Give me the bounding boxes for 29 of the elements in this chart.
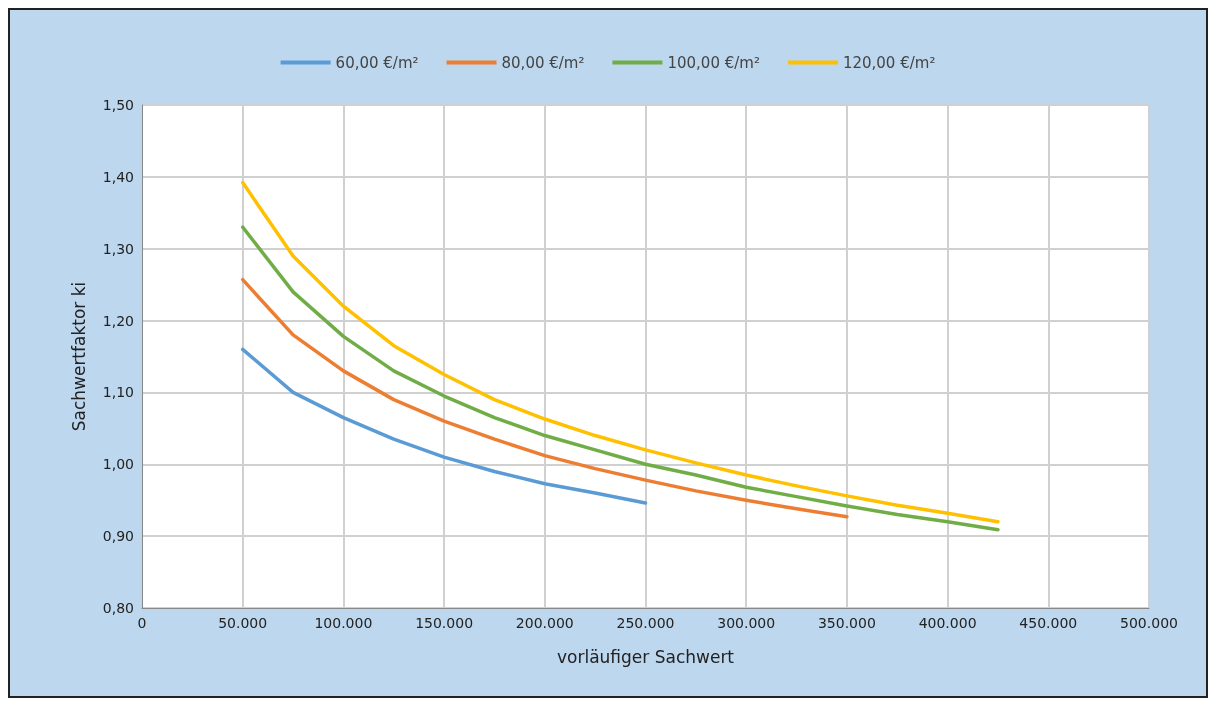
x-tick-label: 150.000 (415, 615, 474, 631)
line-series (240, 180, 1000, 524)
x-tick-label: 50.000 (218, 615, 268, 631)
y-tick-label: 1,50 (102, 97, 134, 113)
y-tick-label: 1,10 (102, 384, 134, 401)
x-axis-title: vorläufiger Sachwert (556, 646, 735, 667)
x-tick-label: 500.000 (1120, 615, 1178, 631)
legend-label: 80,00 €/m² (501, 53, 585, 72)
y-tick-label: 1,00 (102, 456, 134, 473)
legend-label: 60,00 €/m² (335, 53, 419, 72)
x-tick-label: 300.000 (717, 615, 776, 631)
y-tick-label: 1,40 (102, 168, 134, 185)
y-axis-title: Sachwertfaktor ki (68, 281, 89, 432)
x-tick-label: 350.000 (817, 615, 876, 631)
x-tick-label: 400.000 (918, 615, 977, 631)
y-tick-label: 0,90 (102, 528, 134, 545)
legend-label: 120,00 €/m² (842, 53, 936, 72)
x-tick-label: 200.000 (515, 615, 574, 631)
y-tick-label: 1,20 (102, 312, 134, 329)
line-series (240, 225, 1000, 532)
line-series (240, 347, 648, 505)
y-tick-label: 1,30 (102, 240, 134, 257)
x-tick-label: 0 (137, 615, 147, 631)
x-tick-label: 250.000 (616, 615, 675, 631)
x-tick-label: 100.000 (314, 615, 373, 631)
y-tick-label: 0,80 (102, 600, 134, 616)
line-series (240, 277, 849, 519)
x-tick-label: 450.000 (1019, 615, 1078, 631)
legend-label: 100,00 €/m² (667, 53, 760, 72)
